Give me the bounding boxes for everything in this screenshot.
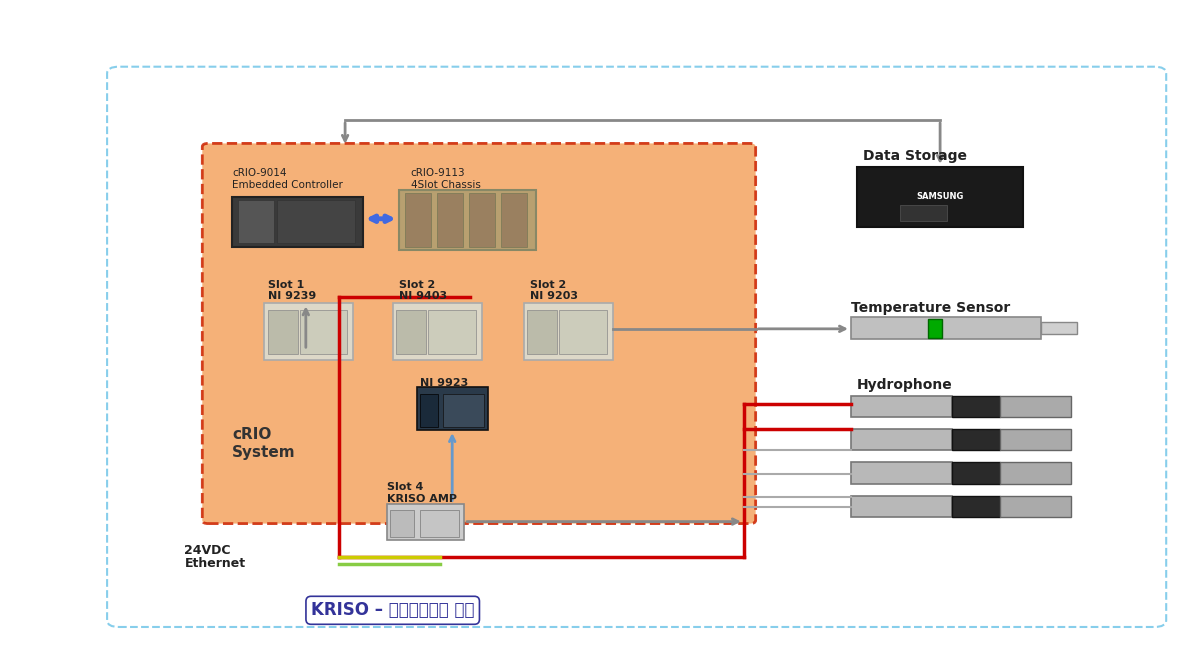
Bar [399, 190, 536, 250]
Bar [390, 510, 414, 537]
Bar [416, 387, 488, 430]
Bar [443, 394, 484, 427]
Bar [952, 462, 1000, 484]
Bar [393, 303, 482, 360]
Text: Slot 2
NI 9403: Slot 2 NI 9403 [399, 280, 446, 301]
Text: Ethernet: Ethernet [184, 557, 245, 570]
Bar [1041, 322, 1077, 334]
Bar [851, 429, 952, 450]
Text: SAMSUNG: SAMSUNG [916, 192, 964, 201]
Bar [1000, 496, 1071, 517]
Bar [420, 510, 459, 537]
Text: cRIO-9113
4Slot Chassis: cRIO-9113 4Slot Chassis [411, 169, 481, 190]
Bar [232, 197, 363, 247]
Bar [405, 193, 431, 247]
Bar [469, 193, 495, 247]
Text: Temperature Sensor: Temperature Sensor [851, 301, 1010, 315]
Bar [952, 496, 1000, 517]
Bar [559, 310, 607, 354]
Bar [1000, 429, 1071, 450]
Bar [501, 193, 527, 247]
Bar [387, 504, 464, 540]
Bar [277, 200, 355, 243]
Bar [524, 303, 613, 360]
Text: Slot 4
KRISO AMP: Slot 4 KRISO AMP [387, 482, 457, 504]
FancyBboxPatch shape [202, 143, 756, 524]
Bar [952, 429, 1000, 450]
Text: Slot 1
NI 9239: Slot 1 NI 9239 [268, 280, 317, 301]
Bar [851, 317, 1041, 339]
Text: Hydrophone: Hydrophone [857, 378, 952, 392]
Bar [928, 319, 942, 338]
Bar [238, 200, 274, 243]
Bar [1000, 396, 1071, 417]
Bar [527, 310, 557, 354]
Bar [851, 396, 952, 417]
Bar [428, 310, 476, 354]
Bar [420, 394, 438, 427]
Text: Data Storage: Data Storage [863, 149, 966, 163]
Bar [952, 396, 1000, 417]
Bar [851, 496, 952, 517]
Bar [264, 303, 353, 360]
Text: Slot 2
NI 9203: Slot 2 NI 9203 [530, 280, 577, 301]
Bar [268, 310, 298, 354]
Bar [1000, 462, 1071, 484]
Text: cRIO
System: cRIO System [232, 428, 295, 460]
Bar [396, 310, 426, 354]
Text: NI 9923: NI 9923 [420, 378, 469, 388]
Text: cRIO-9014
Embedded Controller: cRIO-9014 Embedded Controller [232, 169, 343, 190]
Text: 24VDC: 24VDC [184, 544, 231, 557]
Text: KRISO – 수중음파계측 모듈: KRISO – 수중음파계측 모듈 [311, 602, 475, 619]
Bar [900, 205, 947, 221]
Bar [857, 167, 1023, 227]
Bar [437, 193, 463, 247]
Bar [851, 462, 952, 484]
Bar [300, 310, 347, 354]
